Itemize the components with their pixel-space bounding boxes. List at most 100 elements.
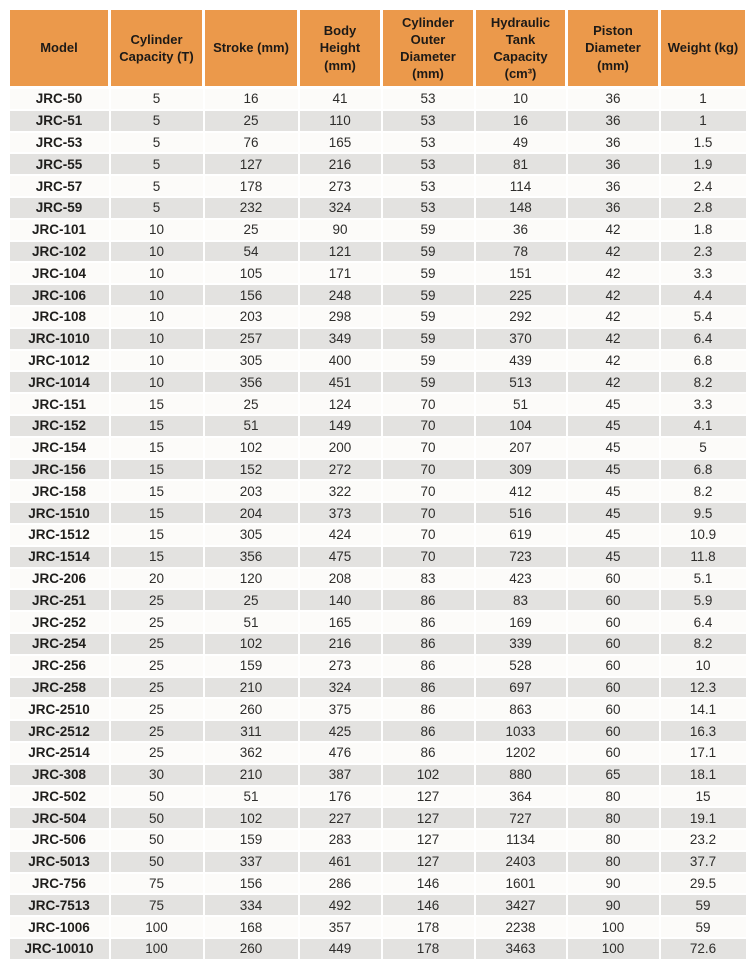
value-cell-body-height: 298 — [297, 304, 383, 329]
value-cell-hydraulic-tank-capacity: 292 — [473, 304, 568, 329]
value-cell-cylinder-capacity: 5 — [108, 130, 205, 155]
value-cell-weight: 4.4 — [658, 283, 748, 307]
value-cell-cylinder-outer-diameter: 127 — [380, 849, 476, 874]
value-cell-stroke: 16 — [202, 86, 300, 111]
value-cell-hydraulic-tank-capacity: 148 — [473, 195, 568, 220]
value-cell-weight: 16.3 — [658, 719, 748, 743]
table-row: JRC-1514 15 356 475 70 723 45 11.8 — [7, 544, 748, 569]
value-cell-body-height: 208 — [297, 566, 383, 591]
model-cell: JRC-104 — [7, 261, 111, 286]
model-cell: JRC-756 — [7, 871, 111, 896]
value-cell-stroke: 102 — [202, 806, 300, 831]
model-cell: JRC-258 — [7, 675, 111, 700]
table-row: JRC-7513 75 334 492 146 3427 90 59 — [7, 893, 748, 918]
table-row: JRC-104 10 105 171 59 151 42 3.3 — [7, 261, 748, 286]
value-cell-stroke: 204 — [202, 501, 300, 525]
value-cell-weight: 6.8 — [658, 457, 748, 482]
value-cell-cylinder-capacity: 10 — [108, 283, 205, 307]
table-row: JRC-1510 15 204 373 70 516 45 9.5 — [7, 501, 748, 525]
value-cell-weight: 10.9 — [658, 522, 748, 547]
value-cell-cylinder-outer-diameter: 83 — [380, 566, 476, 591]
value-cell-stroke: 51 — [202, 610, 300, 634]
value-cell-piston-diameter: 42 — [565, 326, 661, 351]
value-cell-piston-diameter: 42 — [565, 304, 661, 329]
table-row: JRC-51 5 25 110 53 16 36 1 — [7, 108, 748, 133]
model-cell: JRC-252 — [7, 610, 111, 634]
table-row: JRC-158 15 203 322 70 412 45 8.2 — [7, 479, 748, 504]
model-cell: JRC-55 — [7, 152, 111, 177]
value-cell-stroke: 362 — [202, 740, 300, 765]
value-cell-piston-diameter: 80 — [565, 784, 661, 809]
value-cell-stroke: 25 — [202, 217, 300, 242]
value-cell-weight: 1 — [658, 108, 748, 133]
model-cell: JRC-2514 — [7, 740, 111, 765]
value-cell-piston-diameter: 90 — [565, 893, 661, 918]
table-row: JRC-10010 100 260 449 178 3463 100 72.6 — [7, 937, 748, 961]
model-cell: JRC-256 — [7, 653, 111, 678]
value-cell-body-height: 349 — [297, 326, 383, 351]
value-cell-cylinder-capacity: 75 — [108, 893, 205, 918]
value-cell-cylinder-capacity: 25 — [108, 653, 205, 678]
value-cell-cylinder-outer-diameter: 178 — [380, 937, 476, 961]
table-row: JRC-256 25 159 273 86 528 60 10 — [7, 653, 748, 678]
table-row: JRC-53 5 76 165 53 49 36 1.5 — [7, 130, 748, 155]
value-cell-stroke: 210 — [202, 762, 300, 787]
value-cell-hydraulic-tank-capacity: 1202 — [473, 740, 568, 765]
value-cell-cylinder-capacity: 10 — [108, 348, 205, 373]
value-cell-hydraulic-tank-capacity: 3463 — [473, 937, 568, 961]
model-cell: JRC-1014 — [7, 370, 111, 395]
value-cell-cylinder-outer-diameter: 53 — [380, 86, 476, 111]
value-cell-body-height: 375 — [297, 697, 383, 722]
value-cell-hydraulic-tank-capacity: 49 — [473, 130, 568, 155]
value-cell-cylinder-outer-diameter: 127 — [380, 784, 476, 809]
value-cell-cylinder-capacity: 100 — [108, 937, 205, 961]
value-cell-weight: 1.9 — [658, 152, 748, 177]
value-cell-hydraulic-tank-capacity: 207 — [473, 435, 568, 460]
spec-sheet-page: Model Cylinder Capacity (T) Stroke (mm) Bod… — [7, 7, 748, 961]
value-cell-hydraulic-tank-capacity: 169 — [473, 610, 568, 634]
value-cell-hydraulic-tank-capacity: 697 — [473, 675, 568, 700]
value-cell-cylinder-outer-diameter: 86 — [380, 653, 476, 678]
value-cell-hydraulic-tank-capacity: 16 — [473, 108, 568, 133]
model-cell: JRC-1012 — [7, 348, 111, 373]
value-cell-cylinder-capacity: 25 — [108, 697, 205, 722]
value-cell-hydraulic-tank-capacity: 880 — [473, 762, 568, 787]
value-cell-stroke: 54 — [202, 239, 300, 264]
table-row: JRC-156 15 152 272 70 309 45 6.8 — [7, 457, 748, 482]
value-cell-body-height: 121 — [297, 239, 383, 264]
value-cell-stroke: 102 — [202, 435, 300, 460]
column-header-piston-diameter: Piston Diameter (mm) — [565, 7, 661, 89]
value-cell-body-height: 357 — [297, 915, 383, 940]
value-cell-body-height: 387 — [297, 762, 383, 787]
value-cell-cylinder-outer-diameter: 146 — [380, 871, 476, 896]
value-cell-cylinder-outer-diameter: 70 — [380, 392, 476, 416]
value-cell-cylinder-outer-diameter: 127 — [380, 806, 476, 831]
table-row: JRC-502 50 51 176 127 364 80 15 — [7, 784, 748, 809]
value-cell-piston-diameter: 60 — [565, 653, 661, 678]
value-cell-cylinder-outer-diameter: 53 — [380, 108, 476, 133]
value-cell-weight: 37.7 — [658, 849, 748, 874]
value-cell-weight: 1 — [658, 86, 748, 111]
value-cell-body-height: 124 — [297, 392, 383, 416]
value-cell-piston-diameter: 100 — [565, 915, 661, 940]
value-cell-hydraulic-tank-capacity: 2403 — [473, 849, 568, 874]
value-cell-piston-diameter: 36 — [565, 195, 661, 220]
value-cell-hydraulic-tank-capacity: 114 — [473, 174, 568, 198]
value-cell-cylinder-capacity: 15 — [108, 435, 205, 460]
value-cell-hydraulic-tank-capacity: 78 — [473, 239, 568, 264]
value-cell-cylinder-capacity: 15 — [108, 522, 205, 547]
value-cell-cylinder-capacity: 5 — [108, 152, 205, 177]
value-cell-stroke: 159 — [202, 653, 300, 678]
table-row: JRC-106 10 156 248 59 225 42 4.4 — [7, 283, 748, 307]
value-cell-weight: 8.2 — [658, 631, 748, 656]
value-cell-cylinder-capacity: 15 — [108, 457, 205, 482]
value-cell-piston-diameter: 80 — [565, 849, 661, 874]
value-cell-stroke: 25 — [202, 588, 300, 613]
table-row: JRC-756 75 156 286 146 1601 90 29.5 — [7, 871, 748, 896]
value-cell-body-height: 216 — [297, 631, 383, 656]
table-row: JRC-5013 50 337 461 127 2403 80 37.7 — [7, 849, 748, 874]
value-cell-body-height: 165 — [297, 610, 383, 634]
value-cell-body-height: 171 — [297, 261, 383, 286]
value-cell-body-height: 41 — [297, 86, 383, 111]
model-cell: JRC-251 — [7, 588, 111, 613]
